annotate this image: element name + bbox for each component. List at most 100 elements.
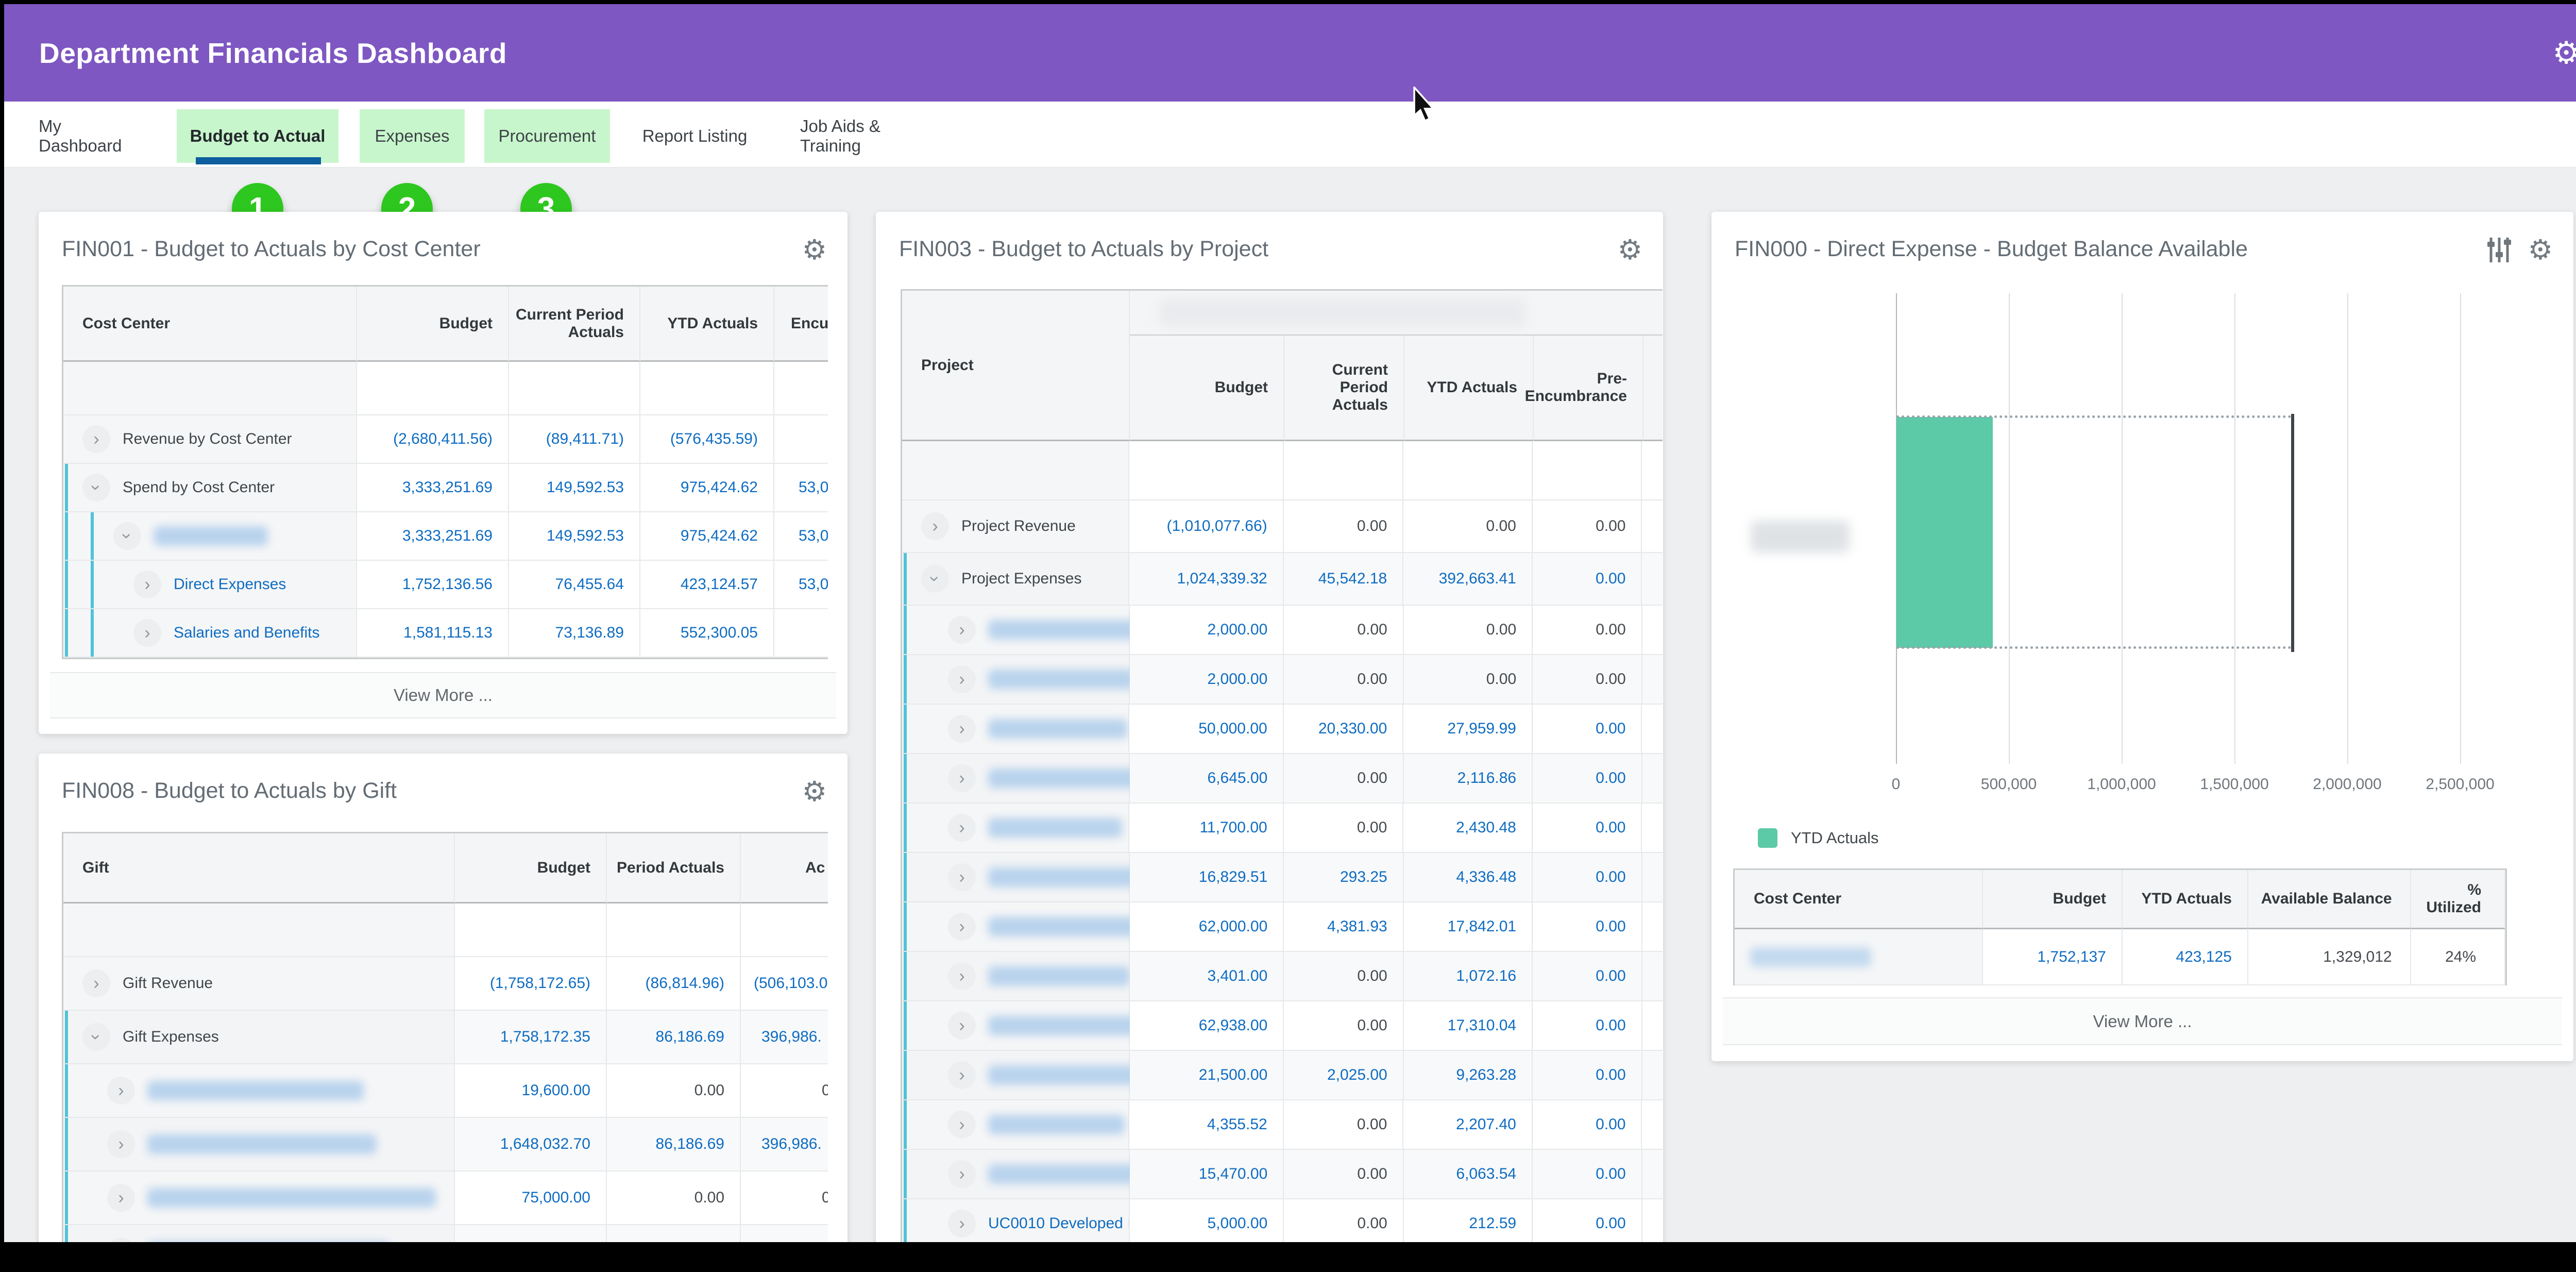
expand-chevron-icon[interactable] — [82, 969, 110, 997]
cell[interactable]: 149,592.53 — [509, 464, 640, 512]
cell[interactable]: 392,663.41 — [1403, 553, 1533, 606]
cell[interactable]: 0.00 — [1532, 1100, 1642, 1150]
redacted-project-link[interactable] — [988, 1016, 1148, 1035]
cell[interactable]: 9,263.28 — [1403, 1051, 1533, 1100]
expand-chevron-icon[interactable] — [133, 619, 161, 647]
cell[interactable]: 0.00 — [1533, 853, 1642, 902]
cell[interactable]: 21,500.00 — [1130, 1051, 1284, 1100]
expand-chevron-icon[interactable] — [948, 814, 976, 842]
cell[interactable]: 86,186.69 — [607, 1118, 741, 1171]
filter-sliders-icon[interactable] — [2485, 236, 2514, 264]
collapse-chevron-icon[interactable] — [921, 565, 949, 593]
column-header[interactable]: YTD Actuals — [2122, 870, 2248, 929]
cell-clipped[interactable]: 53,0 — [774, 512, 828, 561]
collapse-chevron-icon[interactable] — [82, 474, 110, 501]
cell[interactable]: 293.25 — [1284, 853, 1404, 902]
cell[interactable]: 20,330.00 — [1283, 705, 1404, 754]
redacted-project-link[interactable] — [988, 670, 1135, 689]
ytd-actuals-bar[interactable] — [1896, 417, 1993, 648]
cell[interactable]: 0.00 — [1532, 804, 1642, 853]
cell[interactable]: 4,336.48 — [1403, 853, 1533, 902]
redacted-project-link[interactable] — [988, 1115, 1125, 1134]
cell[interactable]: 0.00 — [1532, 705, 1642, 754]
cell[interactable]: 11,700.00 — [1129, 804, 1284, 853]
cell[interactable]: 1,648,032.70 — [455, 1118, 607, 1171]
expand-chevron-icon[interactable] — [948, 1210, 976, 1237]
redacted-gift-link[interactable] — [147, 1134, 377, 1154]
expand-chevron-icon[interactable] — [107, 1130, 135, 1158]
redacted-project-link[interactable] — [988, 768, 1145, 788]
cell[interactable]: 62,000.00 — [1130, 902, 1284, 952]
expand-chevron-icon[interactable] — [948, 863, 976, 891]
tab-report-listing[interactable]: Report Listing — [642, 126, 748, 145]
redacted-project-link[interactable] — [988, 867, 1140, 887]
row-label-link[interactable]: Direct Expenses — [174, 576, 286, 593]
column-header[interactable]: Budget — [1130, 336, 1284, 441]
cell-clipped[interactable]: 53,0 — [774, 561, 828, 609]
column-header[interactable]: Budget — [455, 833, 607, 903]
cell[interactable]: 27,959.99 — [1403, 705, 1533, 754]
cell[interactable]: 17,310.04 — [1403, 1001, 1533, 1051]
cell[interactable]: 0.00 — [1532, 553, 1642, 606]
redacted-project-link[interactable] — [988, 818, 1122, 838]
redacted-project-link[interactable] — [988, 1065, 1143, 1085]
column-header[interactable]: Available Balance — [2248, 870, 2411, 929]
row-label-link[interactable]: Salaries and Benefits — [174, 624, 320, 641]
cell-clipped[interactable]: 396,986. — [741, 1011, 828, 1064]
cell[interactable]: 16,829.51 — [1130, 853, 1284, 902]
expand-chevron-icon[interactable] — [948, 1111, 976, 1139]
cell-clipped[interactable]: 1 — [1642, 553, 1663, 606]
cell-clipped[interactable]: 396,986. — [741, 1118, 828, 1171]
cell[interactable]: 45,542.18 — [1283, 553, 1404, 606]
column-header[interactable]: E — [1643, 336, 1663, 441]
cell[interactable]: 1,752,137 — [1982, 929, 2123, 985]
column-header[interactable]: Period Actuals — [607, 833, 741, 903]
cell[interactable]: 423,125 — [2122, 929, 2248, 985]
expand-chevron-icon[interactable] — [133, 571, 161, 598]
expand-chevron-icon[interactable] — [948, 913, 976, 941]
cell[interactable]: 2,116.86 — [1403, 754, 1533, 804]
cell[interactable]: 2,000.00 — [1130, 655, 1284, 705]
column-header[interactable]: Project — [902, 291, 1130, 441]
cell[interactable]: 1,072.16 — [1403, 952, 1533, 1001]
panel-settings-gear-icon[interactable]: ⚙ — [1617, 235, 1642, 265]
cell[interactable]: 6,063.54 — [1403, 1150, 1533, 1199]
column-header[interactable]: Current Period Actuals — [509, 287, 640, 362]
cell[interactable]: 17,842.01 — [1403, 902, 1533, 952]
expand-chevron-icon[interactable] — [948, 1012, 976, 1040]
panel-settings-gear-icon[interactable]: ⚙ — [802, 235, 827, 265]
redacted-gift-link[interactable] — [147, 1188, 436, 1208]
tab-budget-to-actual[interactable]: Budget to Actual — [177, 109, 338, 163]
cell[interactable]: 3,401.00 — [1130, 952, 1284, 1001]
expand-chevron-icon[interactable] — [107, 1077, 135, 1104]
cell[interactable]: 15,470.00 — [1130, 1150, 1284, 1199]
cell[interactable]: 3,333,251.69 — [357, 512, 509, 561]
cell[interactable]: 552,300.05 — [640, 609, 774, 658]
expand-chevron-icon[interactable] — [921, 512, 949, 540]
cell[interactable]: 2,000.00 — [1130, 606, 1284, 655]
cell[interactable]: 6,645.00 — [1130, 754, 1284, 804]
cell[interactable]: 73,136.89 — [509, 609, 640, 658]
cell[interactable]: 15,500.13 — [455, 1225, 607, 1242]
expand-chevron-icon[interactable] — [948, 665, 976, 693]
redacted-project-link[interactable] — [988, 1164, 1140, 1184]
cell[interactable]: 975,424.62 — [640, 512, 774, 561]
cell[interactable]: 75,000.00 — [455, 1171, 607, 1225]
column-header[interactable]: Gift — [63, 833, 455, 903]
cell[interactable]: 2,430.48 — [1403, 804, 1533, 853]
expand-chevron-icon[interactable] — [948, 715, 976, 743]
redacted-cost-center-link[interactable] — [1750, 947, 1871, 967]
redacted-project-link[interactable] — [988, 966, 1130, 986]
redacted-project-link[interactable] — [988, 719, 1127, 739]
column-header[interactable]: YTD Actuals — [640, 287, 774, 362]
expand-chevron-icon[interactable] — [948, 616, 976, 644]
cell[interactable]: 62,938.00 — [1130, 1001, 1284, 1051]
column-header[interactable]: Encu — [774, 287, 828, 362]
column-header[interactable]: % Utilized — [2411, 870, 2505, 929]
cell[interactable]: 975,424.62 — [640, 464, 774, 512]
tab-expenses[interactable]: Expenses — [360, 109, 465, 163]
cell[interactable]: 5,000.00 — [1130, 1199, 1284, 1242]
cell[interactable]: (1,010,077.66) — [1129, 500, 1284, 553]
cell[interactable]: 19,600.00 — [455, 1064, 607, 1118]
redacted-project-link[interactable] — [988, 620, 1143, 640]
